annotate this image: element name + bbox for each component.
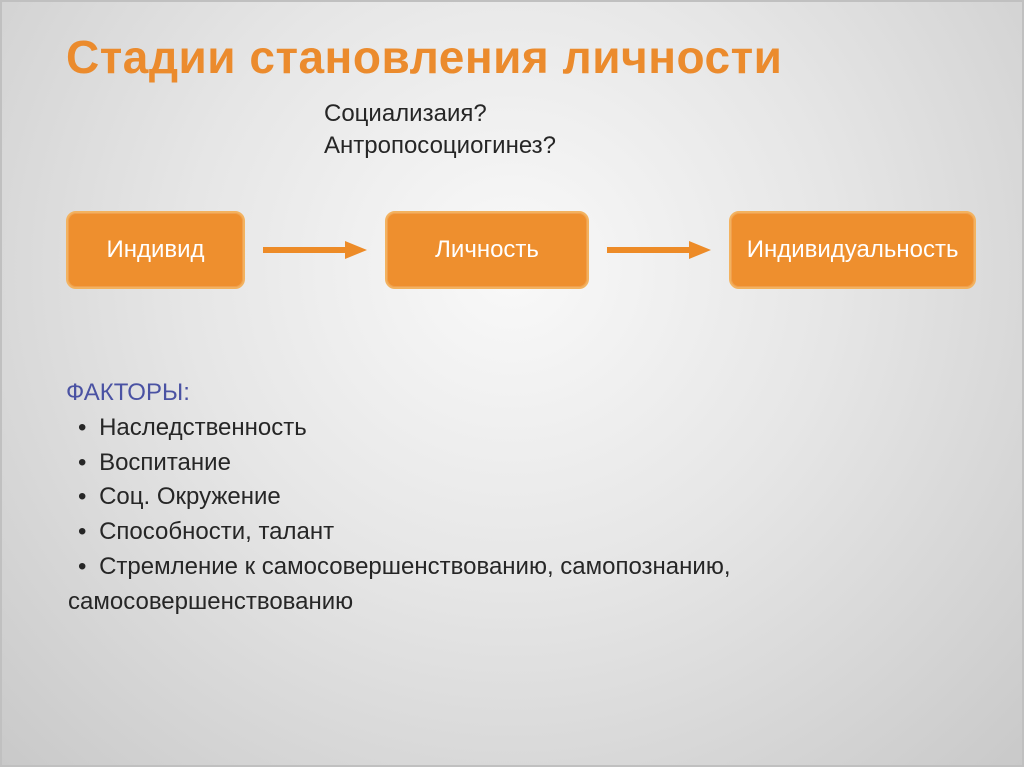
subtitle-line-1: Социализаия? (324, 98, 976, 130)
flow-node: Индивидуальность (729, 211, 976, 289)
flow-node: Индивид (66, 211, 245, 289)
flowchart: Индивид Личность Индивидуальность (66, 211, 976, 289)
factor-item: Способности, талант (68, 515, 976, 550)
factor-item: Воспитание (68, 446, 976, 481)
factor-item: Наследственность (68, 411, 976, 446)
factor-item: Стремление к самосовершенствованию, само… (68, 550, 976, 620)
subtitle-block: Социализаия? Антропосоциогинез? (324, 98, 976, 163)
factors-section: ФАКТОРЫ: НаследственностьВоспитаниеСоц. … (66, 379, 976, 620)
subtitle-line-2: Антропосоциогинез? (324, 130, 976, 162)
flow-node: Личность (385, 211, 589, 289)
slide: Стадии становления личности Социализаия?… (0, 0, 1024, 767)
factors-label: ФАКТОРЫ: (66, 379, 976, 407)
page-title: Стадии становления личности (66, 30, 976, 84)
factors-list: НаследственностьВоспитаниеСоц. Окружение… (68, 411, 976, 620)
arrow-right-icon (607, 241, 711, 259)
factor-item: Соц. Окружение (68, 480, 976, 515)
arrow-right-icon (263, 241, 367, 259)
